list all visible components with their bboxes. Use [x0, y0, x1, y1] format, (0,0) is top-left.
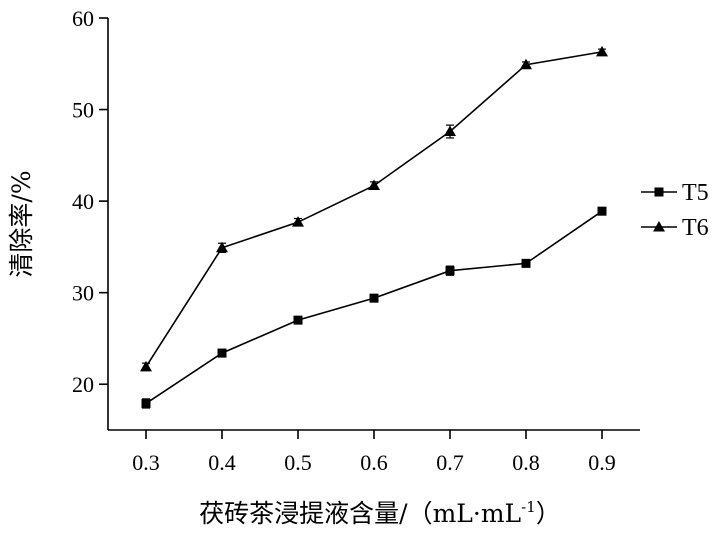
y-tick-label: 40 — [72, 189, 94, 214]
data-point-t6 — [596, 45, 608, 57]
legend-label-t5: T5 — [682, 180, 709, 206]
y-tick-label: 60 — [72, 6, 94, 31]
data-point-t5 — [369, 293, 379, 303]
data-point-t6 — [216, 241, 228, 253]
x-tick-label: 0.4 — [208, 450, 236, 475]
x-tick-label: 0.9 — [588, 450, 616, 475]
x-tick-label: 0.3 — [132, 450, 160, 475]
y-axis-title: 清除率/% — [7, 170, 36, 277]
data-point-t6 — [140, 360, 152, 372]
y-tick-label: 20 — [72, 372, 94, 397]
data-point-t6 — [292, 216, 304, 227]
data-point-t5 — [521, 258, 531, 268]
series-line-t5 — [145, 210, 603, 405]
data-point-t5 — [217, 348, 227, 358]
legend-marker-t5 — [654, 187, 664, 197]
data-point-t6 — [520, 58, 532, 70]
data-point-t6 — [368, 179, 380, 191]
series-line-t6 — [145, 51, 603, 368]
x-tick-label: 0.6 — [360, 450, 388, 475]
data-point-t6 — [444, 125, 456, 137]
data-point-t5 — [293, 315, 303, 325]
x-axis-title: 茯砖茶浸提液含量/（mL·mL-1） — [199, 498, 561, 528]
data-point-t5 — [141, 398, 151, 408]
x-tick-label: 0.7 — [436, 450, 464, 475]
y-tick-label: 30 — [72, 281, 94, 306]
data-point-t5 — [597, 206, 607, 216]
legend-label-t6: T6 — [682, 215, 709, 241]
data-point-t5 — [445, 266, 455, 276]
y-tick-label: 50 — [72, 98, 94, 123]
x-tick-label: 0.8 — [512, 450, 540, 475]
legend-marker-t6 — [653, 221, 665, 232]
x-tick-label: 0.5 — [284, 450, 312, 475]
